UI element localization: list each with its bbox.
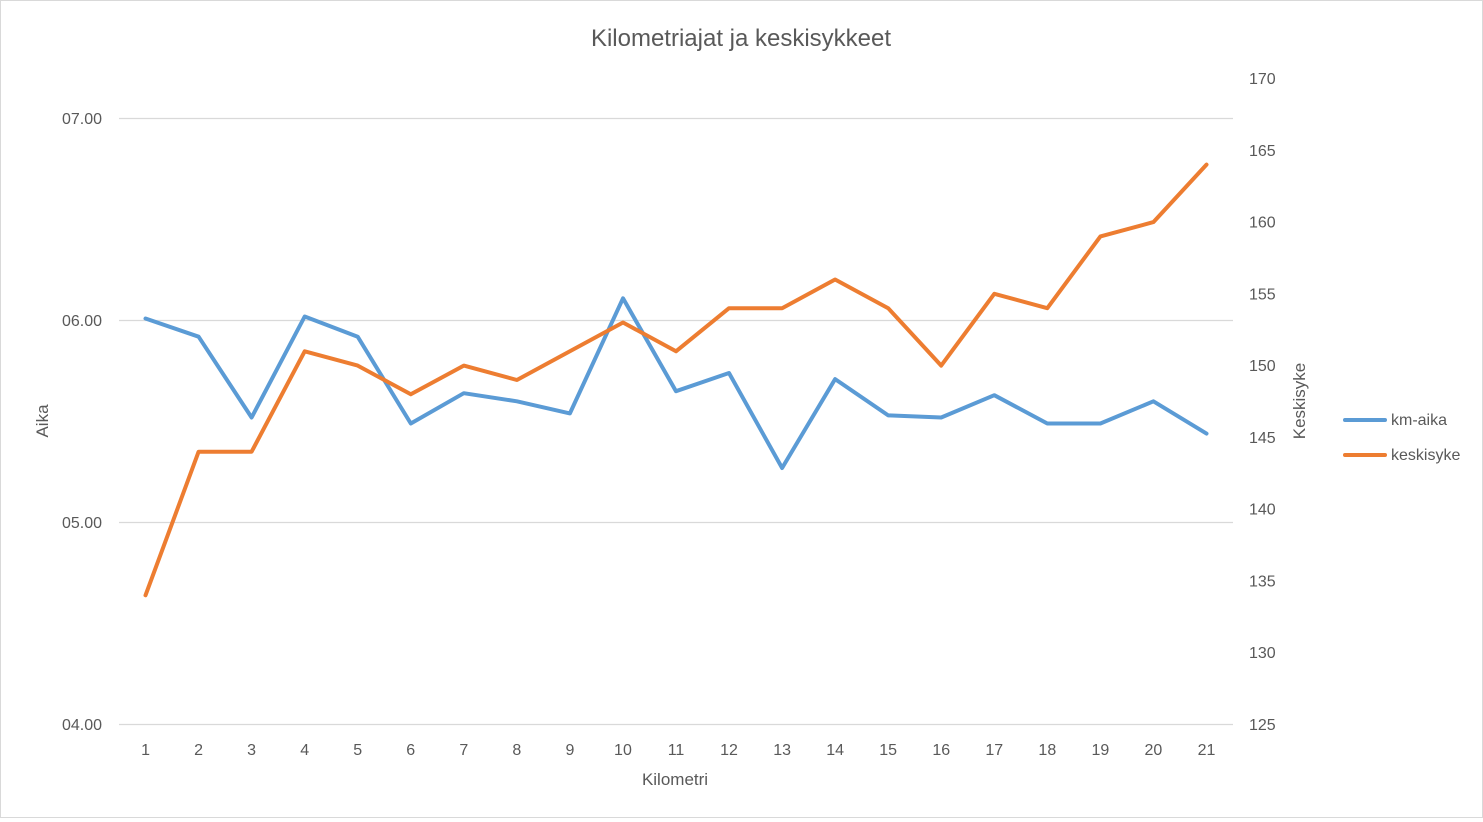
x-tick-label: 18 [1038, 742, 1056, 759]
y-axis-title: Aika [33, 404, 52, 438]
y2-tick-label: 145 [1249, 430, 1276, 447]
y2-tick-label: 160 [1249, 215, 1276, 232]
x-tick-label: 3 [247, 742, 256, 759]
y2-tick-label: 170 [1249, 71, 1276, 88]
x-tick-label: 19 [1091, 742, 1109, 759]
y2-tick-label: 125 [1249, 717, 1276, 734]
y2-tick-label: 140 [1249, 502, 1276, 519]
series-lines [143, 162, 1209, 598]
x-tick-label: 4 [300, 742, 309, 759]
y2-tick-label: 135 [1249, 573, 1276, 590]
x-tick-label: 21 [1198, 742, 1216, 759]
y2-tick-label: 150 [1249, 358, 1276, 375]
x-tick-label: 10 [614, 742, 632, 759]
series-line-km-aika [143, 296, 1209, 470]
x-tick-label: 14 [826, 742, 844, 759]
x-tick-label: 5 [353, 742, 362, 759]
right-axis-tick-labels: 125 130 135 140 145 150 155 160 165 170 [1249, 71, 1276, 734]
x-tick-label: 7 [459, 742, 468, 759]
x-tick-label: 1 [141, 742, 150, 759]
x-tick-label: 6 [406, 742, 415, 759]
y2-tick-label: 155 [1249, 286, 1276, 303]
x-axis-title: Kilometri [642, 770, 708, 789]
legend-label-km-aika: km-aika [1391, 412, 1447, 429]
x-tick-label: 20 [1145, 742, 1163, 759]
x-tick-label: 16 [932, 742, 950, 759]
x-axis-tick-labels: 1 2 3 4 5 6 7 8 9 10 11 12 13 14 15 16 17 18 19 20 21 [141, 742, 1215, 759]
left-axis-tick-labels: 04.00 05.00 06.00 07.00 [62, 111, 102, 734]
legend: km-aika keskisyke [1343, 412, 1460, 464]
y2-tick-label: 165 [1249, 143, 1276, 160]
y-tick-label: 06.00 [62, 313, 102, 330]
x-tick-label: 15 [879, 742, 897, 759]
y-tick-label: 04.00 [62, 717, 102, 734]
x-tick-label: 9 [565, 742, 574, 759]
x-tick-label: 17 [985, 742, 1003, 759]
x-tick-label: 2 [194, 742, 203, 759]
y-tick-label: 05.00 [62, 515, 102, 532]
x-tick-label: 13 [773, 742, 791, 759]
y-tick-label: 07.00 [62, 111, 102, 128]
x-tick-label: 12 [720, 742, 738, 759]
x-tick-label: 8 [512, 742, 521, 759]
y2-tick-label: 130 [1249, 645, 1276, 662]
series-line-keskisyke [143, 162, 1209, 598]
y2-axis-title: Keskisyke [1290, 363, 1309, 440]
chart-title: Kilometriajat ja keskisykkeet [591, 25, 891, 52]
x-tick-label: 11 [668, 742, 685, 759]
legend-label-keskisyke: keskisyke [1391, 447, 1460, 464]
